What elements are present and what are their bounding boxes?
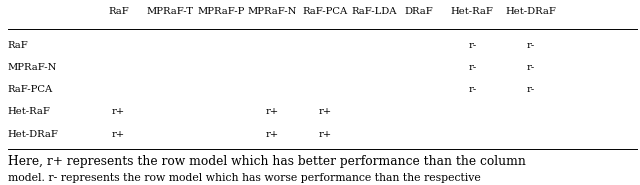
Text: RaF: RaF (8, 41, 28, 50)
Text: r-: r- (527, 41, 535, 50)
Text: Het-DRaF: Het-DRaF (506, 7, 557, 16)
Text: RaF-LDA: RaF-LDA (351, 7, 397, 16)
Text: r+: r+ (266, 107, 278, 116)
Text: r-: r- (527, 85, 535, 94)
Text: r+: r+ (319, 107, 332, 116)
Text: MPRaF-T: MPRaF-T (146, 7, 193, 16)
Text: RaF: RaF (108, 7, 129, 16)
Text: RaF-PCA: RaF-PCA (303, 7, 348, 16)
Text: r+: r+ (112, 130, 125, 139)
Text: DRaF: DRaF (405, 7, 433, 16)
Text: r-: r- (527, 63, 535, 72)
Text: Het-RaF: Het-RaF (8, 107, 51, 116)
Text: Here, r+ represents the row model which has better performance than the column: Here, r+ represents the row model which … (8, 155, 525, 168)
Text: Het-DRaF: Het-DRaF (8, 130, 58, 139)
Text: r-: r- (468, 85, 476, 94)
Text: r+: r+ (266, 130, 278, 139)
Text: r+: r+ (319, 130, 332, 139)
Text: RaF-PCA: RaF-PCA (8, 85, 53, 94)
Text: r-: r- (468, 41, 476, 50)
Text: Het-RaF: Het-RaF (451, 7, 493, 16)
Text: MPRaF-N: MPRaF-N (8, 63, 57, 72)
Text: MPRaF-P: MPRaF-P (197, 7, 244, 16)
Text: r+: r+ (112, 107, 125, 116)
Text: MPRaF-N: MPRaF-N (247, 7, 297, 16)
Text: model. r- represents the row model which has worse performance than the respecti: model. r- represents the row model which… (8, 173, 481, 183)
Text: r-: r- (468, 63, 476, 72)
